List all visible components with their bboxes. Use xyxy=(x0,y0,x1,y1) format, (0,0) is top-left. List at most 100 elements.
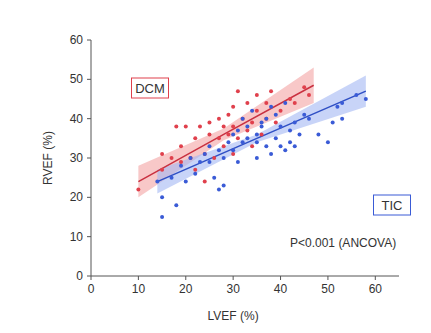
x-tick xyxy=(327,276,328,280)
y-tick xyxy=(87,118,91,119)
point xyxy=(217,136,221,140)
y-tick-label: 30 xyxy=(70,151,84,165)
point xyxy=(160,195,164,199)
point xyxy=(193,136,197,140)
confidence-band xyxy=(157,75,365,193)
point xyxy=(307,93,311,97)
point xyxy=(217,117,221,121)
point xyxy=(279,109,283,113)
x-tick-label: 60 xyxy=(369,282,383,296)
point xyxy=(293,121,297,125)
y-tick xyxy=(87,276,91,277)
annotation: P<0.001 (ANCOVA) xyxy=(290,236,396,250)
point xyxy=(245,101,249,105)
point xyxy=(203,152,207,156)
y-tick-label: 20 xyxy=(70,190,84,204)
point xyxy=(307,117,311,121)
point xyxy=(279,125,283,129)
point xyxy=(241,117,245,121)
point xyxy=(260,132,264,136)
point xyxy=(283,148,287,152)
point xyxy=(236,160,240,164)
point xyxy=(340,117,344,121)
point xyxy=(255,156,259,160)
point xyxy=(207,132,211,136)
point xyxy=(269,105,273,109)
point xyxy=(170,156,174,160)
y-tick-label: 50 xyxy=(70,72,84,86)
point xyxy=(241,117,245,121)
point xyxy=(245,125,249,129)
chart: 01020304050600102030405060LVEF (%)RVEF (… xyxy=(0,0,431,333)
point xyxy=(264,117,268,121)
point xyxy=(354,93,358,97)
point xyxy=(269,89,273,93)
x-tick-label: 40 xyxy=(274,282,288,296)
point xyxy=(364,97,368,101)
y-tick-label: 60 xyxy=(70,33,84,47)
point xyxy=(231,132,235,136)
point xyxy=(203,152,207,156)
point xyxy=(297,132,301,136)
point xyxy=(274,136,278,140)
y-tick xyxy=(87,79,91,80)
point xyxy=(302,85,306,89)
point xyxy=(160,168,164,172)
series-label: DCM xyxy=(135,81,165,96)
point xyxy=(293,101,297,105)
point xyxy=(217,148,221,152)
point xyxy=(231,105,235,109)
point xyxy=(198,125,202,129)
point xyxy=(255,93,259,97)
point xyxy=(288,140,292,144)
plot-area xyxy=(136,68,367,219)
point xyxy=(288,97,292,101)
point xyxy=(222,156,226,160)
point xyxy=(179,164,183,168)
point xyxy=(335,105,339,109)
y-tick xyxy=(87,236,91,237)
point xyxy=(231,125,235,129)
point xyxy=(293,144,297,148)
x-tick-label: 20 xyxy=(179,282,193,296)
point xyxy=(155,180,159,184)
point xyxy=(231,148,235,152)
x-axis-label: LVEF (%) xyxy=(208,309,259,323)
y-tick xyxy=(87,40,91,41)
point xyxy=(255,132,259,136)
point xyxy=(179,144,183,148)
x-axis xyxy=(91,276,399,277)
point xyxy=(302,113,306,117)
point xyxy=(170,176,174,180)
point xyxy=(288,128,292,132)
point xyxy=(231,152,235,156)
point xyxy=(260,121,264,125)
point xyxy=(274,121,278,125)
point xyxy=(250,144,254,148)
point xyxy=(160,152,164,156)
x-tick-label: 50 xyxy=(321,282,335,296)
point xyxy=(203,180,207,184)
y-tick xyxy=(87,158,91,159)
point xyxy=(189,156,193,160)
point xyxy=(184,125,188,129)
point xyxy=(226,132,230,136)
y-tick xyxy=(87,197,91,198)
point xyxy=(260,125,264,129)
point xyxy=(207,144,211,148)
point xyxy=(184,180,188,184)
point xyxy=(160,215,164,219)
y-axis-label: RVEF (%) xyxy=(41,131,55,185)
point xyxy=(274,113,278,117)
point xyxy=(264,144,268,148)
point xyxy=(250,121,254,125)
y-tick-label: 10 xyxy=(70,230,84,244)
series-label-box xyxy=(132,78,169,98)
x-tick-label: 0 xyxy=(88,282,95,296)
point xyxy=(222,184,226,188)
point xyxy=(212,176,216,180)
point xyxy=(279,144,283,148)
point xyxy=(255,109,259,113)
point xyxy=(207,160,211,164)
point xyxy=(264,117,268,121)
